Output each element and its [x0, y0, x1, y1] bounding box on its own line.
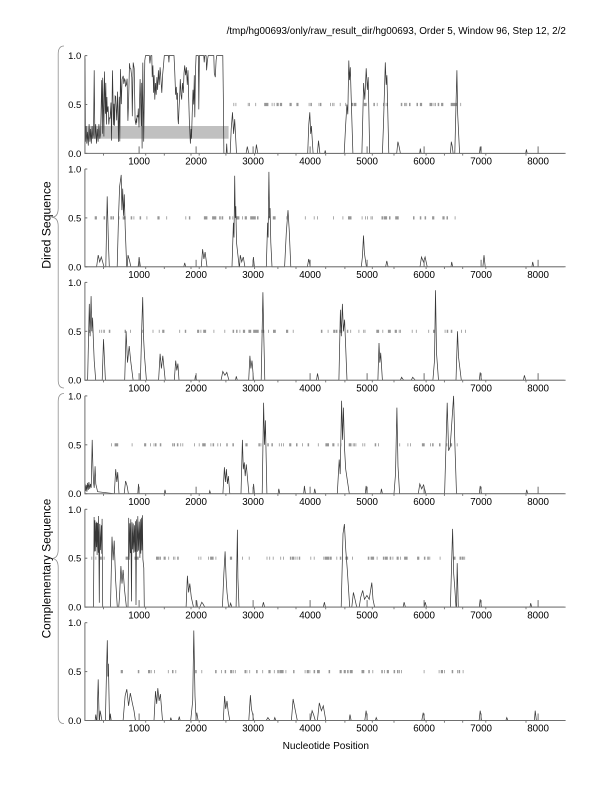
svg-text:Dired Sequence: Dired Sequence [39, 181, 53, 269]
svg-text:Nucleotide Position: Nucleotide Position [283, 741, 369, 752]
svg-text:0.0: 0.0 [68, 716, 81, 727]
svg-text:3000: 3000 [242, 610, 264, 621]
svg-text:7000: 7000 [470, 724, 492, 735]
svg-text:1000: 1000 [128, 610, 150, 621]
svg-text:0.5: 0.5 [68, 667, 81, 678]
svg-text:0.0: 0.0 [68, 489, 81, 500]
svg-text:/tmp/hg00693/only/raw_result_d: /tmp/hg00693/only/raw_result_dir/hg00693… [227, 26, 566, 37]
svg-text:1000: 1000 [128, 270, 150, 281]
svg-text:1.0: 1.0 [68, 618, 81, 629]
svg-text:8000: 8000 [527, 383, 549, 394]
svg-text:1000: 1000 [128, 157, 150, 168]
svg-text:6000: 6000 [413, 497, 435, 508]
svg-text:8000: 8000 [527, 610, 549, 621]
svg-text:7000: 7000 [470, 157, 492, 168]
svg-text:6000: 6000 [413, 157, 435, 168]
svg-text:1.0: 1.0 [68, 165, 81, 176]
svg-text:5000: 5000 [356, 157, 378, 168]
svg-text:4000: 4000 [299, 383, 321, 394]
svg-text:1000: 1000 [128, 383, 150, 394]
svg-text:5000: 5000 [356, 724, 378, 735]
svg-text:0.0: 0.0 [68, 603, 81, 614]
svg-text:2000: 2000 [185, 157, 207, 168]
svg-text:2000: 2000 [185, 383, 207, 394]
svg-text:7000: 7000 [470, 270, 492, 281]
svg-text:3000: 3000 [242, 270, 264, 281]
svg-text:5000: 5000 [356, 497, 378, 508]
svg-text:4000: 4000 [299, 610, 321, 621]
svg-text:2000: 2000 [185, 610, 207, 621]
svg-text:4000: 4000 [299, 157, 321, 168]
svg-text:0.0: 0.0 [68, 149, 81, 160]
svg-text:3000: 3000 [242, 157, 264, 168]
svg-text:6000: 6000 [413, 270, 435, 281]
svg-text:6000: 6000 [413, 383, 435, 394]
svg-text:4000: 4000 [299, 724, 321, 735]
svg-text:0.0: 0.0 [68, 376, 81, 387]
svg-text:5000: 5000 [356, 610, 378, 621]
svg-text:7000: 7000 [470, 383, 492, 394]
svg-text:8000: 8000 [527, 497, 549, 508]
svg-text:0.5: 0.5 [68, 213, 81, 224]
svg-text:0.5: 0.5 [68, 327, 81, 338]
svg-text:6000: 6000 [413, 610, 435, 621]
svg-text:8000: 8000 [527, 270, 549, 281]
svg-text:1.0: 1.0 [68, 391, 81, 402]
svg-text:2000: 2000 [185, 270, 207, 281]
svg-text:1.0: 1.0 [68, 505, 81, 516]
svg-text:0.5: 0.5 [68, 100, 81, 111]
svg-text:6000: 6000 [413, 724, 435, 735]
svg-text:8000: 8000 [527, 157, 549, 168]
svg-text:5000: 5000 [356, 270, 378, 281]
svg-text:3000: 3000 [242, 383, 264, 394]
svg-text:8000: 8000 [527, 724, 549, 735]
svg-text:1.0: 1.0 [68, 51, 81, 62]
svg-text:0.5: 0.5 [68, 440, 81, 451]
svg-text:0.5: 0.5 [68, 554, 81, 565]
svg-text:4000: 4000 [299, 497, 321, 508]
svg-text:Complementary Sequence: Complementary Sequence [39, 498, 53, 638]
svg-text:3000: 3000 [242, 724, 264, 735]
svg-text:1.0: 1.0 [68, 278, 81, 289]
svg-text:1000: 1000 [128, 497, 150, 508]
svg-text:2000: 2000 [185, 724, 207, 735]
svg-text:2000: 2000 [185, 497, 207, 508]
svg-text:0.0: 0.0 [68, 262, 81, 273]
svg-text:5000: 5000 [356, 383, 378, 394]
svg-text:4000: 4000 [299, 270, 321, 281]
svg-text:7000: 7000 [470, 497, 492, 508]
svg-text:7000: 7000 [470, 610, 492, 621]
svg-text:1000: 1000 [128, 724, 150, 735]
svg-text:3000: 3000 [242, 497, 264, 508]
